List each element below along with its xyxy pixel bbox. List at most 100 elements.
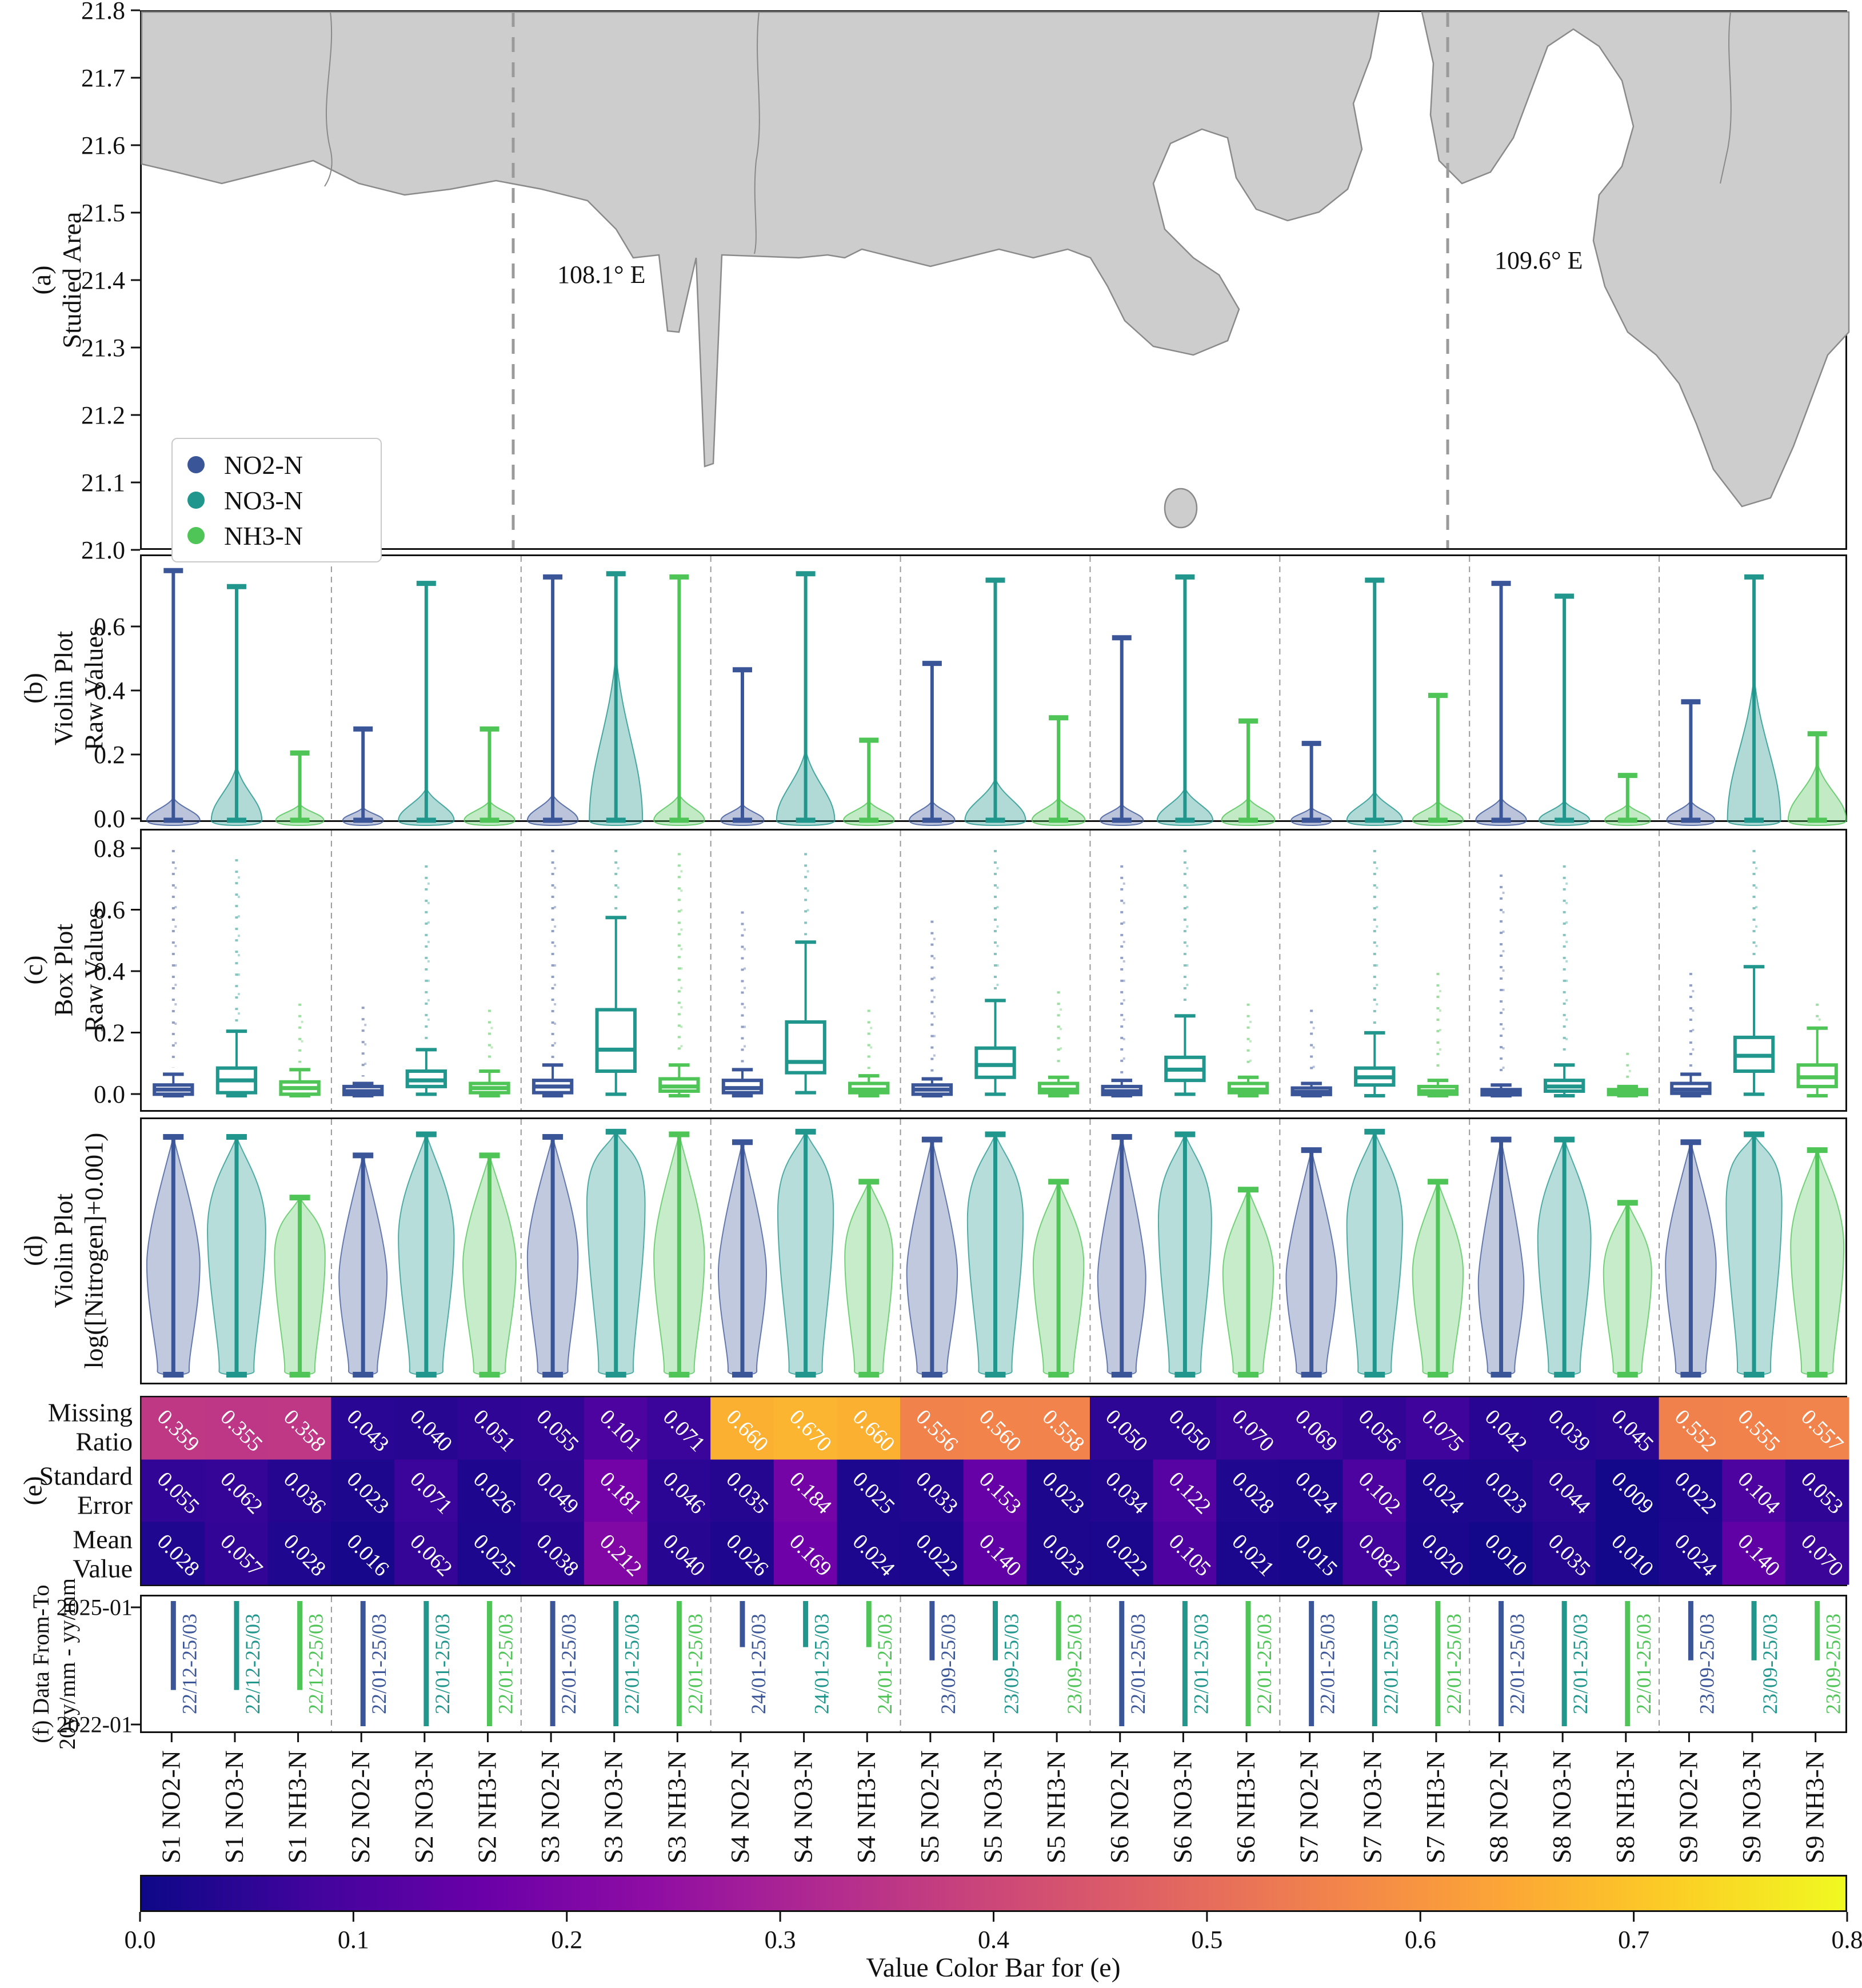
heatmap-cell	[773, 1397, 838, 1460]
heatmap-cell	[394, 1397, 458, 1460]
violin-raw-ytick-label: 0.0	[94, 805, 125, 833]
timeline-bar-label: 24/01-25/03	[747, 1614, 770, 1714]
timeline-bar-label: 22/01-25/03	[367, 1614, 390, 1714]
heatmap-cell	[1595, 1459, 1660, 1523]
heatmap-svg: 0.359 0.355 0.358 0.043 0.040 0.051 0.055 0.101…	[141, 1397, 1849, 1585]
x-axis-label: S2 NH3-N	[472, 1750, 501, 1863]
box-iqr	[595, 1008, 637, 1073]
heatmap-cell	[647, 1459, 712, 1523]
x-axis-label: S7 NH3-N	[1421, 1750, 1450, 1863]
heatmap-cell	[1722, 1397, 1786, 1460]
island	[1164, 488, 1198, 529]
timeline-bar-label: 22/01-25/03	[1443, 1614, 1465, 1714]
violin-raw-ytick-label: 0.4	[94, 677, 125, 705]
x-axis-label: S3 NO2-N	[536, 1750, 565, 1863]
map-ytick-label: 21.5	[81, 199, 125, 227]
heatmap-cell	[457, 1522, 522, 1585]
heatmap-cell	[1659, 1522, 1723, 1585]
heatmap-cell	[1722, 1522, 1786, 1585]
map-ytick-label: 21.7	[81, 64, 125, 92]
violin-raw-ytick-label: 0.2	[94, 741, 125, 769]
heatmap-cell	[1406, 1459, 1470, 1523]
heatmap-cell	[1469, 1459, 1533, 1523]
legend-item-no3: NO3-N	[187, 482, 366, 518]
heatmap-cell	[584, 1459, 648, 1523]
heatmap-cell	[1153, 1459, 1217, 1523]
map-ytick-label: 21.2	[81, 401, 125, 429]
colorbar	[140, 1875, 1847, 1912]
heatmap-cell	[647, 1397, 712, 1460]
x-axis-label: S3 NH3-N	[662, 1750, 691, 1863]
colorbar-tick-label: 0.7	[1618, 1926, 1649, 1954]
colorbar-label: Value Color Bar for (e)	[866, 1953, 1121, 1983]
colorbar-tick-label: 0.8	[1832, 1926, 1862, 1954]
map-ytick-label: 21.0	[81, 536, 125, 564]
map-ytick-label: 21.6	[81, 131, 125, 159]
x-axis-label: S2 NO2-N	[346, 1750, 375, 1863]
timeline-bar-label: 22/12-25/03	[178, 1614, 201, 1714]
map-ytick-label: 21.8	[81, 0, 125, 25]
heatmap-cell	[963, 1397, 1028, 1460]
colorbar-tick-label: 0.5	[1191, 1926, 1222, 1954]
x-axis-label: S5 NO3-N	[978, 1750, 1008, 1863]
heatmap-cell	[1153, 1522, 1217, 1585]
heatmap-cell	[710, 1397, 774, 1460]
province-border	[1720, 11, 1732, 184]
heatmap-cell	[267, 1459, 332, 1523]
heatmap-cell	[141, 1397, 206, 1460]
heatmap-cell	[1342, 1459, 1407, 1523]
box-raw-ytick-label: 0.0	[94, 1080, 125, 1108]
map-ytick-label: 21.1	[81, 469, 125, 497]
heatmap-cell	[457, 1459, 522, 1523]
heatmap-cell	[1279, 1459, 1344, 1523]
timeline-bar-label: 22/01-25/03	[1506, 1614, 1529, 1714]
timeline-bar-label: 23/09-25/03	[1822, 1614, 1845, 1714]
heatmap-cell	[1722, 1459, 1786, 1523]
heatmap-cell	[331, 1459, 395, 1523]
heatmap-cell	[837, 1522, 901, 1585]
heatmap-cell	[521, 1459, 585, 1523]
violin-raw-svg	[146, 556, 1847, 827]
box-raw-svg	[153, 831, 1838, 1110]
heatmap-cell	[267, 1522, 332, 1585]
heatmap-cell	[457, 1397, 522, 1460]
x-axis-label: S8 NO3-N	[1547, 1750, 1576, 1863]
province-border	[754, 11, 760, 254]
timeline-bar-label: 23/09-25/03	[937, 1614, 960, 1714]
timeline-svg: 22/12-25/03 22/12-25/03 22/12-25/03 22/01-2…	[170, 1596, 1845, 1731]
heatmap-cell	[331, 1522, 395, 1585]
heatmap-cell	[205, 1459, 269, 1523]
timeline-bar-label: 24/01-25/03	[873, 1614, 896, 1714]
landmass-main	[141, 11, 1380, 468]
heatmap-cell	[1785, 1522, 1849, 1585]
timeline-bar-label: 22/01-25/03	[1316, 1614, 1339, 1714]
heatmap-cell	[1089, 1397, 1154, 1460]
timeline-bar-label: 23/09-25/03	[1063, 1614, 1086, 1714]
heatmap-cell	[267, 1397, 332, 1460]
panel-f-timeline: 22/12-25/03 22/12-25/03 22/12-25/03 22/01-2…	[140, 1595, 1847, 1733]
timeline-ytick-2022: 2022-01	[56, 1711, 133, 1738]
heatmap-cell	[1785, 1459, 1849, 1523]
heatmap-cell	[205, 1522, 269, 1585]
timeline-bar-label: 23/09-25/03	[1695, 1614, 1718, 1714]
meridian-label-109: 109.6° E	[1495, 246, 1583, 274]
legend-label-no3: NO3-N	[224, 485, 303, 515]
heatmap-cell	[1216, 1522, 1280, 1585]
heatmap-cell	[710, 1522, 774, 1585]
heatmap-cell	[1406, 1397, 1470, 1460]
heatmap-cell	[1342, 1397, 1407, 1460]
heatmap-cell	[205, 1397, 269, 1460]
heatmap-cell	[141, 1522, 206, 1585]
heatmap-cell	[521, 1522, 585, 1585]
x-axis-label: S2 NO3-N	[409, 1750, 438, 1863]
map-legend: NO2-N NO3-N NH3-N	[171, 438, 382, 562]
x-axis-label: S8 NO2-N	[1484, 1750, 1513, 1863]
heatmap-cell	[1279, 1522, 1344, 1585]
x-axis-label: S9 NO2-N	[1673, 1750, 1703, 1863]
timeline-bar-label: 23/09-25/03	[1759, 1614, 1781, 1714]
map-ytick-label: 21.3	[81, 334, 125, 362]
landmass-east	[1421, 11, 1850, 508]
map-ytick-label: 21.4	[81, 266, 125, 294]
